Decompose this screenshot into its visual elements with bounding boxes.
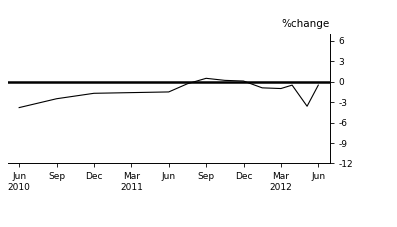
Text: %change: %change	[281, 19, 330, 29]
